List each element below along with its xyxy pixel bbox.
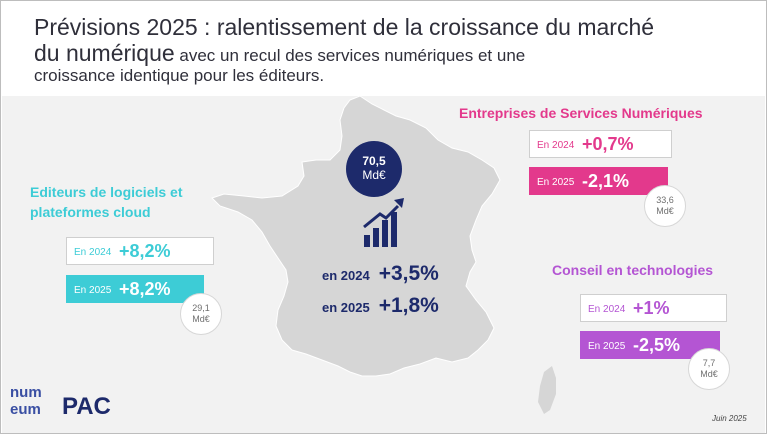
conseil-2025-label: En 2025 [588, 341, 626, 352]
conseil-2024-value: +1% [633, 298, 670, 318]
esn-2024-value: +0,7% [582, 134, 634, 154]
central-growth-2024: en 2024 +3,5% [322, 262, 439, 286]
esn-size-unit: Md€ [656, 206, 674, 216]
central-2025-label: en 2025 [322, 300, 370, 315]
esn-2024-box: En 2024 +0,7% [529, 130, 672, 158]
editeurs-2025-value: +8,2% [119, 279, 171, 299]
france-map [211, 95, 501, 377]
svg-text:eum: eum [10, 401, 41, 418]
conseil-2024-box: En 2024 +1% [580, 294, 727, 322]
editeurs-size-badge: 29,1 Md€ [180, 293, 222, 335]
editeurs-2025-box: En 2025 +8,2% [66, 275, 204, 303]
footer-date: Juin 2025 [712, 414, 747, 423]
corsica-island [538, 366, 556, 414]
conseil-size-value: 7,7 [702, 358, 716, 368]
svg-text:num: num [10, 384, 42, 401]
editeurs-title-line-2: plateformes cloud [30, 204, 151, 220]
editeurs-2025-label: En 2025 [74, 285, 112, 296]
central-2025-value: +1,8% [378, 294, 439, 317]
total-market-unit: Md€ [362, 168, 386, 182]
growth-chart-icon [363, 198, 404, 247]
slide-header: Prévisions 2025 : ralentissement de la c… [2, 2, 765, 96]
esn-size-value: 33,6 [656, 195, 674, 205]
conseil-size-badge: 7,7 Md€ [688, 348, 730, 390]
title-line-1: Prévisions 2025 : ralentissement de la c… [34, 14, 655, 40]
title-line-2-rest: avec un recul des services numériques et… [174, 46, 526, 65]
esn-size-badge: 33,6 Md€ [644, 185, 686, 227]
title-line-2: du numérique avec un recul des services … [34, 40, 525, 67]
editeurs-size-value: 29,1 [192, 303, 210, 313]
total-market-badge: 70,5 Md€ [346, 141, 402, 197]
editeurs-2024-box: En 2024 +8,2% [66, 237, 214, 265]
title-line-2-emphasis: du numérique [34, 40, 175, 66]
central-2024-value: +3,5% [378, 262, 439, 285]
conseil-2025-value: -2,5% [633, 335, 681, 355]
editeurs-2024-value: +8,2% [119, 241, 171, 261]
esn-2025-value: -2,1% [582, 171, 630, 191]
editeurs-2024-label: En 2024 [74, 247, 112, 258]
conseil-title: Conseil en technologies [552, 262, 714, 278]
esn-title: Entreprises de Services Numériques [459, 105, 703, 121]
pac-logo: PAC [62, 393, 111, 420]
numeum-logo: num eum [10, 384, 42, 418]
central-growth-2025: en 2025 +1,8% [322, 294, 439, 318]
editeurs-title-line-1: Editeurs de logiciels et [30, 184, 183, 200]
central-2024-label: en 2024 [322, 268, 370, 283]
editeurs-size-unit: Md€ [192, 314, 210, 324]
conseil-size-unit: Md€ [700, 369, 718, 379]
total-market-value: 70,5 [362, 154, 386, 168]
esn-2024-label: En 2024 [537, 140, 575, 151]
esn-2025-label: En 2025 [537, 177, 575, 188]
esn-2025-box: En 2025 -2,1% [529, 167, 668, 195]
title-line-3: croissance identique pour les éditeurs. [34, 66, 325, 85]
conseil-2024-label: En 2024 [588, 304, 626, 315]
